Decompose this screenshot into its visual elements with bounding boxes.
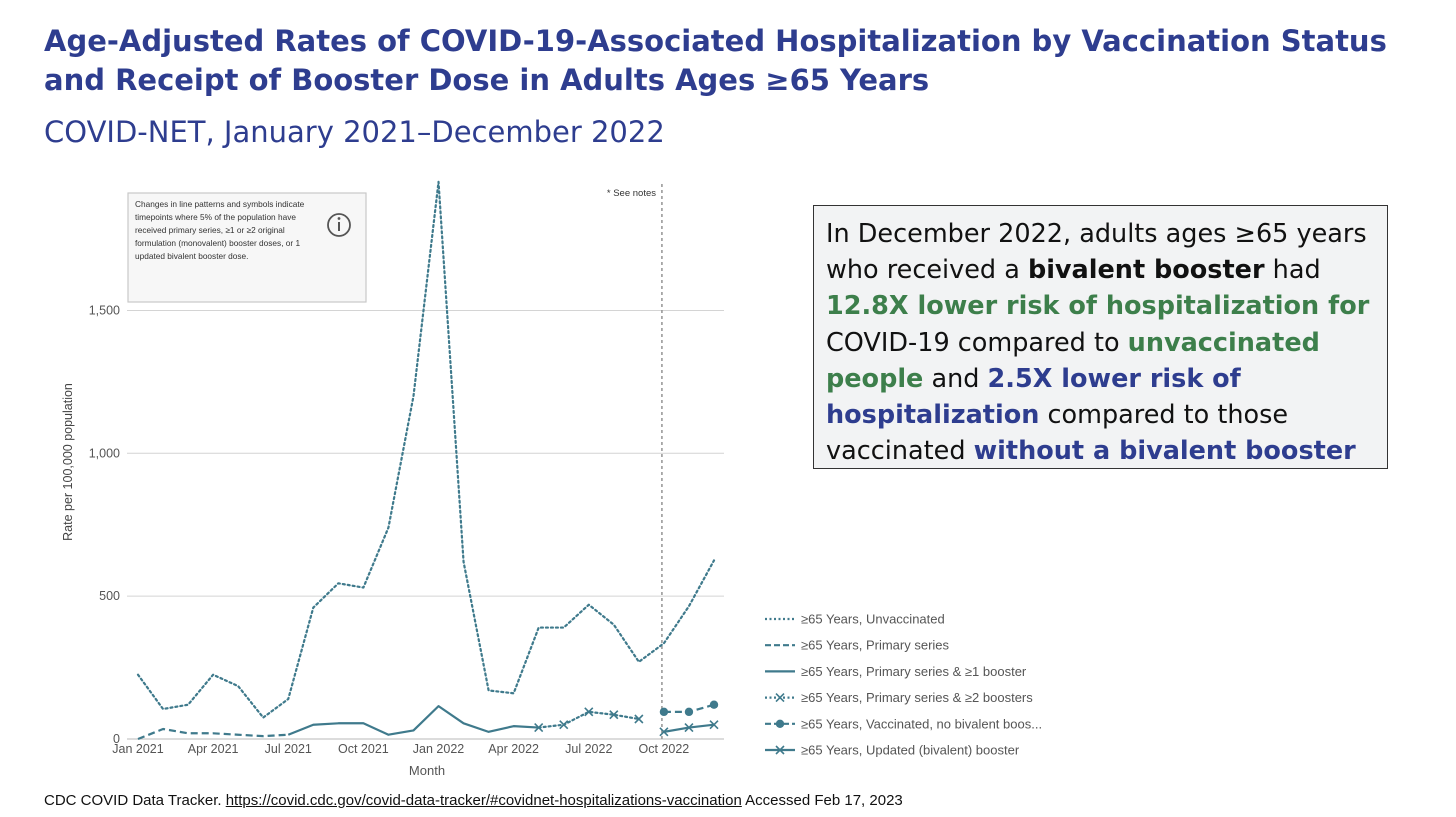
callout-risk-vaccinated: 2.5X lower risk of hospitalization [826,363,1241,431]
see-notes-label: * See notes [607,188,656,199]
y-axis-label: Rate per 100,000 population [61,383,75,541]
x-marker-stroke [609,710,619,720]
x-marker-stroke [709,720,719,730]
callout-text-9: compared to those vaccinated [826,400,1289,467]
data-point [584,707,594,717]
x-tick-label: Apr 2022 [488,742,539,756]
callout-bivalent-booster: bivalent booster [1027,255,1265,286]
citation-suffix: Accessed Feb 17, 2023 [741,792,903,809]
callout-box: In December 2022, adults ages ≥65 years … [813,205,1388,469]
x-tick-label: Jul 2022 [565,742,612,756]
callout-risk-unvaccinated-1: 12.8X lower risk of hospitalization for [826,291,1370,322]
series-3 [287,705,539,736]
series-line [136,180,716,719]
series-line [537,710,640,729]
x-marker-stroke [634,714,644,724]
x-marker-stroke [534,723,544,733]
grid-lines [127,309,724,740]
page-title: Age-Adjusted Rates of COVID-19-Associate… [44,24,1387,97]
series-line [137,727,289,741]
series-1 [136,180,716,719]
legend: ≥65 Years, Unvaccinated ≥65 Years, Primar… [765,612,1042,758]
legend-marker [775,719,785,728]
legend-label: ≥65 Years, Primary series [801,638,950,653]
legend-label: ≥65 Years, Vaccinated, no bivalent boos.… [801,716,1042,731]
series-6 [659,720,719,737]
callout-text-7: and [923,363,988,394]
callout-text-5: COVID-19 compared to [826,327,1128,358]
data-point [659,727,669,737]
x-tick-label: Jul 2021 [265,742,312,756]
x-marker-stroke [559,720,569,730]
x-marker-stroke [775,693,785,703]
callout-text-3: had [1264,255,1321,286]
x-marker-stroke [775,745,785,755]
data-point [709,700,719,709]
y-tick-label: 0 [113,732,120,746]
legend-label: ≥65 Years, Primary series & ≥1 booster [801,664,1027,679]
legend-label: ≥65 Years, Unvaccinated [801,612,945,627]
y-tick-label: 1,500 [89,303,120,317]
data-point [559,720,569,730]
info-icon[interactable] [327,213,351,237]
legend-label: ≥65 Years, Primary series & ≥2 boosters [801,690,1033,705]
series-line [287,705,539,736]
data-point [684,707,694,717]
page-subtitle: COVID-NET, January 2021–December 2022 [44,115,665,149]
x-tick-label: Oct 2022 [639,742,690,756]
x-tick-label: Oct 2021 [338,742,389,756]
citation: CDC COVID Data Tracker. https://covid.cd… [44,792,903,809]
x-tick-label: Jan 2021 [112,742,163,756]
series-4 [534,707,644,733]
x-marker-stroke [659,727,669,737]
callout-text-1: In December 2022, adults ages ≥65 years … [826,219,1367,286]
callout-no-bivalent: without a bivalent booster [973,436,1356,467]
series-5 [659,700,719,717]
legend-label: ≥65 Years, Updated (bivalent) booster [801,743,1020,758]
x-marker-stroke [584,707,594,717]
legend-item[interactable]: ≥65 Years, Vaccinated, no bivalent boos.… [765,716,1042,731]
callout-unvaccinated-people: unvaccinated people [826,327,1320,394]
citation-link[interactable]: https://covid.cdc.gov/covid-data-tracker… [225,792,742,809]
data-point [659,707,669,717]
series-2 [137,727,289,741]
legend-marker [775,693,785,703]
info-box: Changes in line patterns and symbols ind… [127,192,367,303]
data-point [609,710,619,720]
x-marker-stroke [684,723,694,733]
legend-marker [775,745,785,755]
legend-item[interactable]: ≥65 Years, Updated (bivalent) booster [765,743,1020,758]
x-tick-label: Apr 2021 [188,742,239,756]
series-lines [136,180,719,741]
legend-item[interactable]: ≥65 Years, Primary series & ≥2 boosters [765,690,1033,705]
data-point [684,723,694,733]
axes: 0 500 1,000 1,500 Rate per 100,000 populatio… [61,184,689,778]
citation-prefix: CDC COVID Data Tracker. [44,792,226,809]
x-axis-label: Month [409,763,445,778]
legend-item[interactable]: ≥65 Years, Primary series [765,638,950,653]
legend-item[interactable]: ≥65 Years, Unvaccinated [765,612,945,627]
y-tick-label: 500 [99,589,120,603]
data-point [709,720,719,730]
x-tick-label: Jan 2022 [413,742,464,756]
data-point [634,714,644,724]
info-box-text: Changes in line patterns and symbols ind… [135,199,305,261]
data-point [534,723,544,733]
legend-item[interactable]: ≥65 Years, Primary series & ≥1 booster [765,664,1027,679]
y-tick-label: 1,000 [89,446,120,460]
